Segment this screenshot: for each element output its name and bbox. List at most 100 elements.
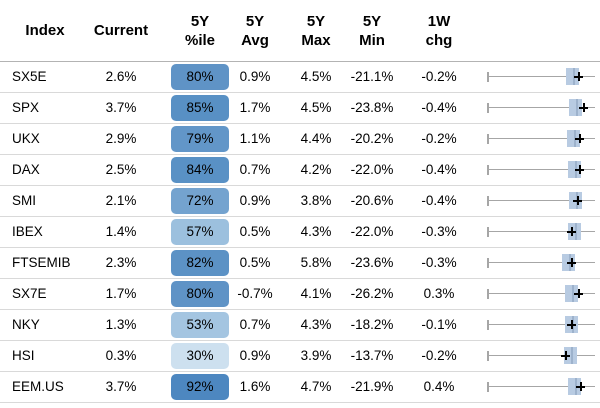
header-5y-max: 5Y Max xyxy=(301,12,331,49)
plus-marker-icon xyxy=(573,196,582,205)
table-row: IBEX 1.4% 57% 0.5% 4.3% -22.0% -0.3% xyxy=(0,217,600,248)
chg-value: -0.2% xyxy=(421,348,457,363)
slider-left-tick-icon xyxy=(487,382,489,392)
percentile-badge: 80% xyxy=(171,64,229,90)
range-slider[interactable] xyxy=(487,62,595,92)
current-value: 3.7% xyxy=(105,379,137,394)
range-slider[interactable] xyxy=(487,93,595,123)
plus-marker-icon xyxy=(574,165,584,174)
slider-track[interactable] xyxy=(487,138,595,139)
slider-handle-line-icon xyxy=(574,378,577,395)
min-value: -22.0% xyxy=(350,224,394,239)
table-row: DAX 2.5% 84% 0.7% 4.2% -22.0% -0.4% xyxy=(0,155,600,186)
slider-handle[interactable] xyxy=(564,285,578,302)
percentile-badge: 84% xyxy=(171,157,229,183)
slider-left-tick-icon xyxy=(487,289,489,299)
avg-value: 0.9% xyxy=(239,348,271,363)
slider-left-tick-icon xyxy=(487,320,489,330)
chg-value: -0.3% xyxy=(421,255,457,270)
slider-left-tick-icon xyxy=(487,196,489,206)
avg-value: 0.5% xyxy=(239,255,271,270)
max-value: 4.3% xyxy=(300,224,332,239)
chg-value: -0.2% xyxy=(421,69,457,84)
slider-track[interactable] xyxy=(487,76,595,77)
min-value: -13.7% xyxy=(350,348,394,363)
header-label: 5Y xyxy=(245,12,265,30)
index-name: FTSEMIB xyxy=(12,255,71,270)
slider-track[interactable] xyxy=(487,107,595,108)
slider-track[interactable] xyxy=(487,293,595,294)
table-row: NKY 1.3% 53% 0.7% 4.3% -18.2% -0.1% xyxy=(0,310,600,341)
range-slider[interactable] xyxy=(487,217,595,247)
slider-track[interactable] xyxy=(487,355,595,356)
slider-left-tick-icon xyxy=(487,351,489,361)
range-slider[interactable] xyxy=(487,155,595,185)
header-label: 5Y xyxy=(306,12,326,30)
plus-marker-icon xyxy=(561,351,571,360)
max-value: 4.5% xyxy=(300,100,332,115)
slider-handle[interactable] xyxy=(569,99,583,116)
header-1w-chg: 1W chg xyxy=(425,12,453,49)
current-value: 0.3% xyxy=(105,348,137,363)
percentile-badge: 57% xyxy=(171,219,229,245)
chg-value: -0.2% xyxy=(421,131,457,146)
avg-value: 0.7% xyxy=(239,162,271,177)
header-label: 5Y xyxy=(362,12,382,30)
slider-track[interactable] xyxy=(487,324,595,325)
chg-value: 0.3% xyxy=(423,286,455,301)
current-value: 1.4% xyxy=(105,224,137,239)
header-5y-percentile: 5Y %ile xyxy=(184,12,215,49)
avg-value: 0.9% xyxy=(239,193,271,208)
plus-marker-icon xyxy=(576,382,586,391)
min-value: -23.8% xyxy=(350,100,394,115)
slider-track[interactable] xyxy=(487,200,595,201)
range-slider[interactable] xyxy=(487,124,595,154)
current-value: 1.3% xyxy=(105,317,137,332)
table-row: EEM.US 3.7% 92% 1.6% 4.7% -21.9% 0.4% xyxy=(0,372,600,403)
slider-handle[interactable] xyxy=(567,130,580,147)
avg-value: 1.7% xyxy=(239,100,271,115)
header-index: Index xyxy=(0,0,90,61)
range-slider[interactable] xyxy=(487,186,595,216)
table-row: SPX 3.7% 85% 1.7% 4.5% -23.8% -0.4% xyxy=(0,93,600,124)
index-name: UKX xyxy=(12,131,40,146)
slider-left-tick-icon xyxy=(487,103,489,113)
range-slider[interactable] xyxy=(487,310,595,340)
header-5y-avg: 5Y Avg xyxy=(241,12,269,49)
plus-marker-icon xyxy=(575,134,585,143)
min-value: -18.2% xyxy=(350,317,394,332)
slider-track[interactable] xyxy=(487,231,595,232)
min-value: -21.1% xyxy=(350,69,394,84)
range-slider[interactable] xyxy=(487,248,595,278)
slider-left-tick-icon xyxy=(487,165,489,175)
slider-track[interactable] xyxy=(487,386,595,387)
header-label: 5Y xyxy=(190,12,210,30)
table-row: SX5E 2.6% 80% 0.9% 4.5% -21.1% -0.2% xyxy=(0,62,600,93)
current-value: 3.7% xyxy=(105,100,137,115)
index-name: HSI xyxy=(12,348,35,363)
min-value: -22.0% xyxy=(350,162,394,177)
percentile-badge: 92% xyxy=(171,374,229,400)
range-slider[interactable] xyxy=(487,279,595,309)
avg-value: 0.9% xyxy=(239,69,271,84)
range-slider[interactable] xyxy=(487,341,595,371)
header-label: Index xyxy=(25,22,65,39)
range-slider[interactable] xyxy=(487,372,595,402)
max-value: 3.9% xyxy=(300,348,332,363)
slider-track[interactable] xyxy=(487,262,595,263)
table-row: HSI 0.3% 30% 0.9% 3.9% -13.7% -0.2% xyxy=(0,341,600,372)
min-value: -21.9% xyxy=(350,379,394,394)
chg-value: -0.4% xyxy=(421,193,457,208)
min-value: -20.6% xyxy=(350,193,394,208)
slider-track[interactable] xyxy=(487,169,595,170)
header-current: Current xyxy=(89,0,153,61)
table-row: SX7E 1.7% 80% -0.7% 4.1% -26.2% 0.3% xyxy=(0,279,600,310)
avg-value: 1.1% xyxy=(239,131,271,146)
slider-handle[interactable] xyxy=(567,378,581,395)
max-value: 4.5% xyxy=(300,69,332,84)
plus-marker-icon xyxy=(573,72,583,81)
avg-value: -0.7% xyxy=(237,286,273,301)
index-name: SPX xyxy=(12,100,40,115)
index-name: SMI xyxy=(12,193,37,208)
